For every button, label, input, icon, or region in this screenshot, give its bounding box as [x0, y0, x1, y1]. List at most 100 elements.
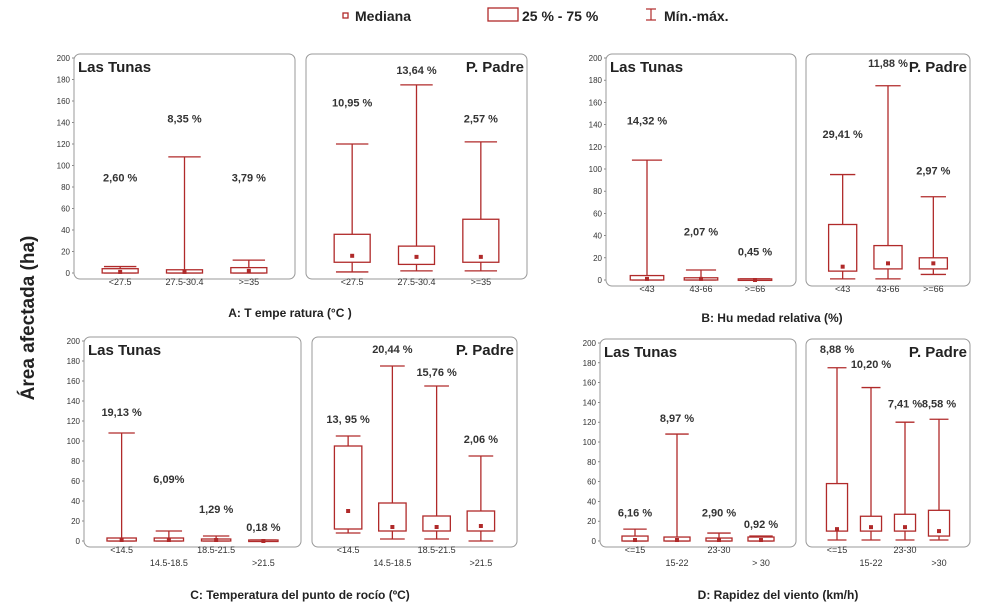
- y-tick-label: 20: [61, 248, 70, 257]
- box-plot: 10,20 %: [851, 359, 892, 541]
- box-plot: 0,18 %: [246, 522, 281, 543]
- panel-title: Las Tunas: [78, 59, 151, 76]
- y-tick-label: 0: [76, 537, 81, 546]
- median-marker: [886, 261, 890, 266]
- percent-label: 8,97 %: [660, 413, 694, 425]
- median-marker: [937, 529, 941, 534]
- y-tick-label: 120: [583, 418, 597, 427]
- box-plot: 13, 95 %: [326, 414, 370, 534]
- percent-label: 2,57 %: [464, 114, 498, 126]
- legend-median-label: Mediana: [355, 8, 411, 24]
- y-tick-label: 120: [589, 143, 603, 152]
- panel-frame: [805, 338, 971, 548]
- category-label: >=35: [239, 277, 260, 287]
- median-marker: [753, 278, 757, 282]
- category-label: 27.5-30.4: [165, 277, 203, 287]
- panel-title: P. Padre: [456, 342, 514, 359]
- median-marker: [699, 276, 703, 281]
- y-tick-label: 160: [57, 97, 71, 106]
- chart-caption: C: Temperatura del punto de rocío (ºC): [190, 588, 410, 602]
- y-tick-label: 200: [583, 339, 597, 348]
- percent-label: 2,97 %: [916, 166, 950, 178]
- legend-box-icon: [487, 7, 519, 22]
- y-tick-label: 160: [67, 377, 81, 386]
- median-marker: [119, 538, 124, 542]
- percent-label: 0,18 %: [246, 522, 280, 534]
- category-label: <=15: [827, 545, 848, 555]
- category-label: >21.5: [469, 558, 492, 568]
- y-tick-label: 20: [593, 254, 602, 263]
- legend: Mediana 25 % - 75 % Mín.-máx.: [342, 7, 729, 24]
- median-marker: [675, 538, 679, 543]
- category-label: 15-22: [859, 558, 882, 568]
- category-label: <43: [835, 284, 850, 294]
- percent-label: 10,95 %: [332, 97, 373, 109]
- percent-label: 14,32 %: [627, 116, 668, 128]
- y-tick-label: 60: [71, 477, 80, 486]
- median-marker: [350, 253, 355, 258]
- legend-box-label: 25 % - 75 %: [522, 8, 599, 24]
- chart-caption: A: T empe ratura (°C ): [228, 306, 351, 320]
- median-marker: [869, 525, 873, 530]
- box-plot: 13,64 %: [396, 65, 437, 272]
- median-marker: [214, 538, 219, 542]
- median-marker: [478, 254, 483, 259]
- panel-las-tunas: Las Tunas 6,16 % <=15 8,97 % 15-22 2,90 % 23-3…: [599, 338, 797, 568]
- median-marker: [414, 254, 419, 259]
- box-plot: 8,58 %: [922, 398, 956, 541]
- panel-title: P. Padre: [909, 59, 967, 76]
- y-tick-label: 80: [71, 457, 80, 466]
- median-marker: [903, 525, 907, 530]
- panel-las-tunas: Las Tunas 2,60 % <27.5 8,35 % 27.5-30.4 3,79 …: [73, 53, 296, 287]
- box-plot: 20,44 %: [372, 344, 413, 540]
- y-tick-label: 180: [57, 76, 71, 85]
- box-plot: 2,97 %: [916, 166, 951, 276]
- y-tick-label: 40: [587, 497, 596, 506]
- y-tick-label: 120: [57, 140, 71, 149]
- y-tick-label: 60: [593, 209, 602, 218]
- category-label: <43: [639, 284, 654, 294]
- category-label: 14.5-18.5: [150, 558, 188, 568]
- category-label: >30: [931, 558, 946, 568]
- iqr-box: [927, 509, 951, 537]
- box-plot: 1,29 %: [199, 504, 233, 542]
- y-tick-label: 200: [57, 54, 71, 63]
- y-tick-label: 140: [583, 398, 597, 407]
- chart-punto-de-rocio: 0 20 40 60 80 100 120 140 160 180 200 Las Tunas 19,1…: [67, 336, 518, 602]
- percent-label: 8,58 %: [922, 398, 956, 410]
- y-tick-label: 40: [71, 497, 80, 506]
- y-tick-label: 180: [67, 357, 81, 366]
- panel-p-padre: P. Padre 13, 95 % <14.5 20,44 % 14.5-18.5 15,…: [311, 336, 518, 568]
- box-plot: 0,45 %: [737, 247, 773, 282]
- legend-whisker-icon: [646, 8, 656, 21]
- panel-frame: [605, 53, 797, 287]
- box-plot: 8,97 %: [660, 413, 694, 543]
- panel-p-padre: P. Padre 8,88 % <=15 10,20 % 15-22 7,41 % 23-3…: [805, 338, 971, 568]
- category-label: <27.5: [109, 277, 132, 287]
- category-label: >=66: [745, 284, 766, 294]
- iqr-box: [422, 515, 451, 532]
- panel-title: Las Tunas: [610, 59, 683, 76]
- panel-title: Las Tunas: [88, 342, 161, 359]
- box-plot: 6,16 %: [618, 507, 652, 543]
- percent-label: 19,13 %: [101, 407, 142, 419]
- panel-frame: [83, 336, 302, 548]
- y-tick-label: 0: [66, 269, 71, 278]
- category-label: 14.5-18.5: [373, 558, 411, 568]
- percent-label: 6,09%: [153, 474, 184, 486]
- percent-label: 2,60 %: [103, 173, 137, 185]
- y-tick-label: 20: [587, 517, 596, 526]
- panel-las-tunas: Las Tunas 14,32 % <43 2,07 % 43-66 0,45 % >=66: [605, 53, 797, 294]
- median-marker: [434, 525, 439, 529]
- percent-label: 10,20 %: [851, 359, 892, 371]
- median-marker: [478, 524, 483, 528]
- category-label: 18.5-21.5: [418, 545, 456, 555]
- panel-title: Las Tunas: [604, 344, 677, 361]
- median-marker: [390, 525, 395, 529]
- median-marker: [835, 527, 839, 532]
- median-marker: [645, 276, 649, 281]
- panel-frame: [305, 53, 528, 280]
- box-plot: 19,13 %: [101, 407, 142, 542]
- y-tick-label: 80: [587, 458, 596, 467]
- category-label: 43-66: [689, 284, 712, 294]
